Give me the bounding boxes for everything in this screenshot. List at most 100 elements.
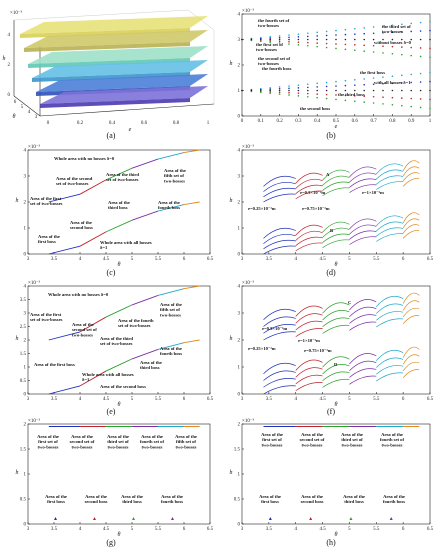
annotation: the fourth set of two-bosses (258, 18, 290, 28)
data-point (410, 54, 413, 57)
x-axis-label: θ (118, 532, 121, 538)
axes-box (241, 285, 431, 395)
curve (402, 307, 420, 318)
x-tick-label: 6.5 (207, 257, 214, 262)
data-point (297, 44, 300, 46)
exponent-label: ×10⁻³ (242, 144, 254, 150)
annotation: the third boss (338, 92, 365, 97)
data-point (307, 89, 309, 92)
y-tick-label: 4 (24, 285, 27, 290)
data-point (429, 38, 431, 41)
data-point (335, 89, 337, 92)
data-point (269, 89, 272, 92)
y-tick-label: 3.5 (20, 298, 27, 303)
data-point (335, 98, 337, 101)
curve (295, 382, 323, 392)
curve (322, 169, 350, 181)
annotation: Area of the first set of two-bosses (30, 312, 63, 322)
annotation: Area of the third boss (343, 494, 365, 504)
data-point (325, 30, 328, 33)
data-point (391, 38, 394, 41)
curve (402, 315, 420, 325)
y-tick-label: 1 (238, 366, 241, 371)
curve (322, 233, 350, 243)
data-point (391, 82, 394, 85)
data-point (278, 87, 281, 90)
surface-band (28, 46, 208, 64)
curve (263, 331, 296, 341)
data-point (316, 42, 319, 44)
surface-band (40, 86, 208, 104)
data-point (297, 84, 300, 86)
annotation: e=0.75×10⁻³m (304, 348, 332, 353)
y-tick-label: 0 (238, 393, 241, 398)
data-point (297, 41, 300, 43)
data-point (401, 38, 403, 41)
data-point (363, 44, 366, 47)
x-axis-label: θ (335, 532, 338, 538)
x-tick-label: 1 (207, 121, 210, 126)
curve (402, 300, 420, 311)
x-tick-label: 5.5 (155, 397, 162, 402)
curve (376, 349, 404, 362)
curve (322, 324, 350, 334)
data-point (354, 78, 356, 81)
series-segment (157, 152, 185, 160)
curve (263, 233, 296, 244)
data-point (269, 91, 272, 93)
panel-caption: (a) (107, 131, 116, 140)
curve (295, 178, 323, 189)
data-point (250, 38, 253, 41)
data-point (297, 95, 300, 97)
data-point (382, 25, 384, 27)
surface-side (24, 42, 190, 52)
data-point (260, 89, 262, 92)
series-segment (79, 316, 107, 333)
curve (349, 353, 377, 365)
curve (263, 193, 296, 203)
data-point (410, 89, 413, 92)
annotation: Area of the first boss (34, 362, 75, 367)
annotation: D (334, 362, 338, 367)
annotation: Area of the first set of two-bosses (37, 434, 59, 449)
x-tick-label: 0.6 (352, 119, 359, 124)
x-tick-label: 3.5 (51, 397, 58, 402)
data-point (316, 93, 319, 95)
annotation: Area of the fourth boss (383, 494, 405, 504)
data-point (325, 97, 328, 100)
x-tick-label: 4 (79, 257, 82, 262)
data-point (382, 103, 384, 105)
data-point (429, 107, 431, 110)
data-point (382, 52, 384, 54)
data-point (391, 75, 394, 78)
data-point (307, 86, 309, 89)
curve (322, 371, 350, 382)
data-point (316, 31, 319, 34)
data-point (307, 44, 309, 47)
curve (263, 239, 296, 250)
annotation: Area of the fourth boss (161, 494, 183, 504)
data-point (410, 81, 413, 84)
exponent-label: ×10⁻³ (242, 8, 254, 14)
data-point (410, 97, 413, 100)
data-point (391, 89, 394, 92)
curve (263, 370, 296, 381)
data-point (335, 38, 337, 41)
annotation: the second set of two-bosses (258, 56, 290, 66)
curve (295, 190, 323, 200)
x-tick-label: 5 (131, 397, 134, 402)
annotation: Area of the fourth set of two-bosses (380, 432, 404, 447)
y-tick-label: 1.5 (234, 448, 241, 453)
x-tick-label: 0.1 (258, 119, 265, 124)
y-tick-label: 3 (238, 38, 241, 43)
y-tick-label: 5 (21, 105, 24, 110)
curve (376, 169, 404, 180)
x-tick-label: 4 (294, 257, 297, 262)
data-point (429, 71, 431, 74)
annotation: A (326, 172, 330, 177)
data-point (344, 94, 347, 97)
x-tick-label: 4.5 (319, 257, 326, 262)
data-point (410, 105, 413, 108)
curve (263, 385, 296, 395)
curve (349, 172, 377, 183)
